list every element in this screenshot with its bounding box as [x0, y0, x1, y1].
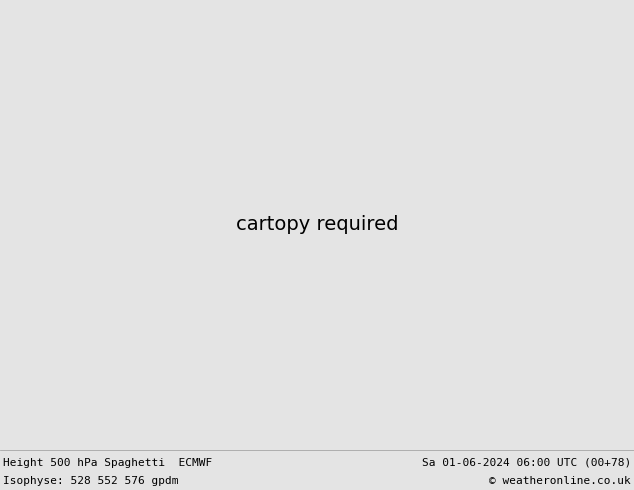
Text: Sa 01-06-2024 06:00 UTC (00+78): Sa 01-06-2024 06:00 UTC (00+78): [422, 458, 631, 468]
Text: © weatheronline.co.uk: © weatheronline.co.uk: [489, 476, 631, 486]
Text: cartopy required: cartopy required: [236, 216, 398, 234]
Text: Height 500 hPa Spaghetti  ECMWF: Height 500 hPa Spaghetti ECMWF: [3, 458, 212, 468]
Text: Isophyse: 528 552 576 gpdm: Isophyse: 528 552 576 gpdm: [3, 476, 179, 486]
